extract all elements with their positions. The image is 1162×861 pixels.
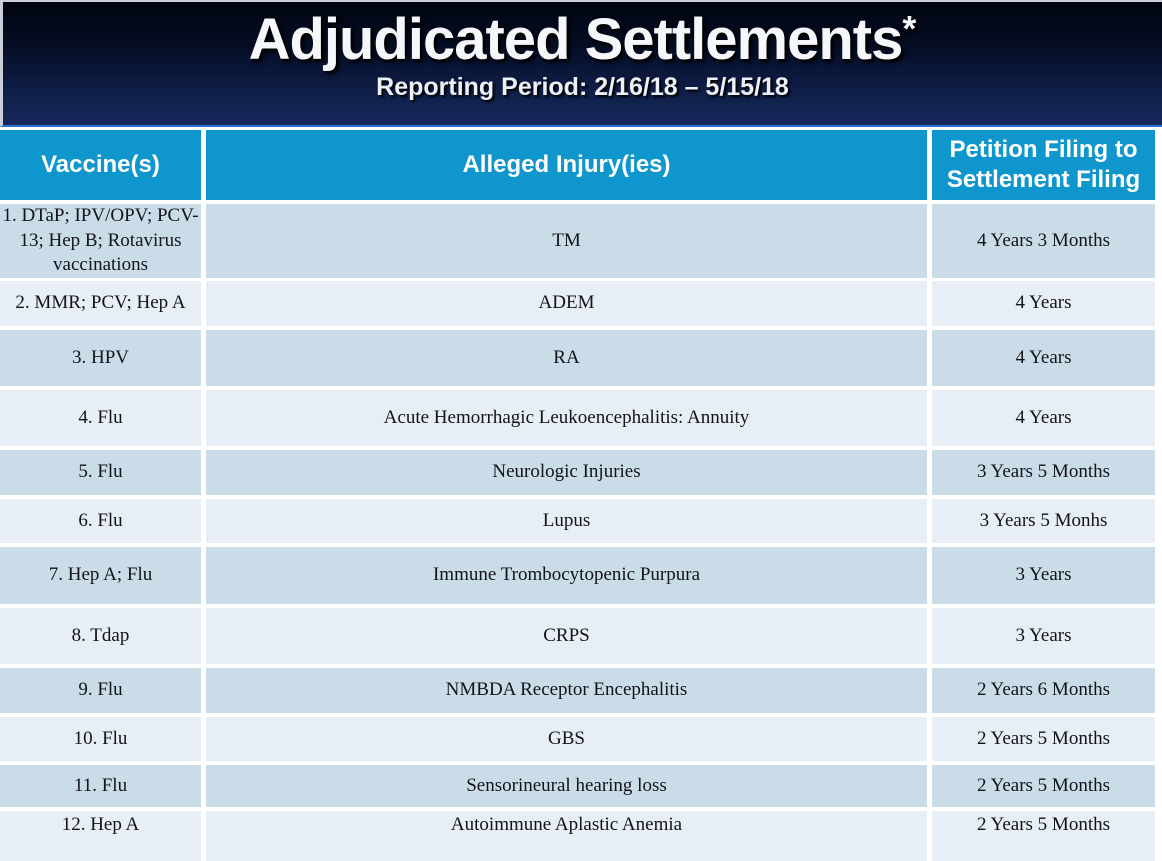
page-title: Adjudicated Settlements* bbox=[3, 2, 1162, 71]
table-row: 5. Flu Neurologic Injuries 3 Years 5 Mon… bbox=[0, 450, 1155, 495]
injury-cell: Autoimmune Aplastic Anemia bbox=[206, 811, 927, 861]
injury-cell: CRPS bbox=[206, 608, 927, 664]
duration-cell: 3 Years 5 Months bbox=[932, 450, 1155, 495]
duration-cell: 4 Years bbox=[932, 330, 1155, 386]
table-row: 2. MMR; PCV; Hep A ADEM 4 Years bbox=[0, 281, 1155, 326]
duration-cell: 2 Years 5 Months bbox=[932, 811, 1155, 861]
duration-cell: 2 Years 5 Months bbox=[932, 717, 1155, 761]
vaccine-cell: 4. Flu bbox=[0, 390, 201, 446]
column-header-vaccine: Vaccine(s) bbox=[0, 130, 201, 200]
duration-cell: 3 Years bbox=[932, 608, 1155, 664]
duration-cell: 2 Years 6 Months bbox=[932, 668, 1155, 713]
table-row: 9. Flu NMBDA Receptor Encephalitis 2 Yea… bbox=[0, 668, 1155, 713]
reporting-period-subtitle: Reporting Period: 2/16/18 – 5/15/18 bbox=[376, 72, 789, 101]
table-row: 6. Flu Lupus 3 Years 5 Monhs bbox=[0, 499, 1155, 543]
vaccine-cell: 1. DTaP; IPV/OPV; PCV-13; Hep B; Rotavir… bbox=[0, 204, 201, 279]
vaccine-cell: 8. Tdap bbox=[0, 608, 201, 664]
table-row: 3. HPV RA 4 Years bbox=[0, 330, 1155, 386]
page-title-text: Adjudicated Settlements bbox=[248, 7, 904, 72]
duration-cell: 4 Years 3 Months bbox=[932, 204, 1155, 279]
column-header-injury: Alleged Injury(ies) bbox=[206, 130, 927, 200]
vaccine-cell: 7. Hep A; Flu bbox=[0, 547, 201, 604]
duration-cell: 3 Years bbox=[932, 547, 1155, 604]
slide-title-band: Adjudicated Settlements* Reporting Perio… bbox=[0, 0, 1162, 127]
settlements-table: Vaccine(s) Alleged Injury(ies) Petition … bbox=[0, 127, 1162, 861]
vaccine-cell: 3. HPV bbox=[0, 330, 201, 386]
vaccine-cell: 9. Flu bbox=[0, 668, 201, 713]
table-row: 8. Tdap CRPS 3 Years bbox=[0, 608, 1155, 664]
vaccine-cell: 5. Flu bbox=[0, 450, 201, 495]
injury-cell: Lupus bbox=[206, 499, 927, 543]
table-row: 4. Flu Acute Hemorrhagic Leukoencephalit… bbox=[0, 390, 1155, 446]
title-asterisk: * bbox=[902, 8, 917, 49]
table-header-row: Vaccine(s) Alleged Injury(ies) Petition … bbox=[0, 130, 1155, 200]
vaccine-cell: 10. Flu bbox=[0, 717, 201, 761]
table-row: 11. Flu Sensorineural hearing loss 2 Yea… bbox=[0, 765, 1155, 807]
injury-cell: GBS bbox=[206, 717, 927, 761]
duration-cell: 2 Years 5 Months bbox=[932, 765, 1155, 807]
table-row: 10. Flu GBS 2 Years 5 Months bbox=[0, 717, 1155, 761]
table-row: 12. Hep A Autoimmune Aplastic Anemia 2 Y… bbox=[0, 811, 1155, 861]
duration-cell: 3 Years 5 Monhs bbox=[932, 499, 1155, 543]
injury-cell: Acute Hemorrhagic Leukoencephalitis: Ann… bbox=[206, 390, 927, 446]
column-header-duration: Petition Filing to Settlement Filing bbox=[932, 130, 1155, 200]
injury-cell: ADEM bbox=[206, 281, 927, 326]
vaccine-cell: 6. Flu bbox=[0, 499, 201, 543]
injury-cell: TM bbox=[206, 204, 927, 279]
table-row: 1. DTaP; IPV/OPV; PCV-13; Hep B; Rotavir… bbox=[0, 204, 1155, 279]
duration-cell: 4 Years bbox=[932, 281, 1155, 326]
vaccine-cell: 12. Hep A bbox=[0, 811, 201, 861]
injury-cell: Immune Trombocytopenic Purpura bbox=[206, 547, 927, 604]
duration-cell: 4 Years bbox=[932, 390, 1155, 446]
injury-cell: NMBDA Receptor Encephalitis bbox=[206, 668, 927, 713]
table-row: 7. Hep A; Flu Immune Trombocytopenic Pur… bbox=[0, 547, 1155, 604]
injury-cell: RA bbox=[206, 330, 927, 386]
injury-cell: Neurologic Injuries bbox=[206, 450, 927, 495]
vaccine-cell: 11. Flu bbox=[0, 765, 201, 807]
vaccine-cell: 2. MMR; PCV; Hep A bbox=[0, 281, 201, 326]
injury-cell: Sensorineural hearing loss bbox=[206, 765, 927, 807]
